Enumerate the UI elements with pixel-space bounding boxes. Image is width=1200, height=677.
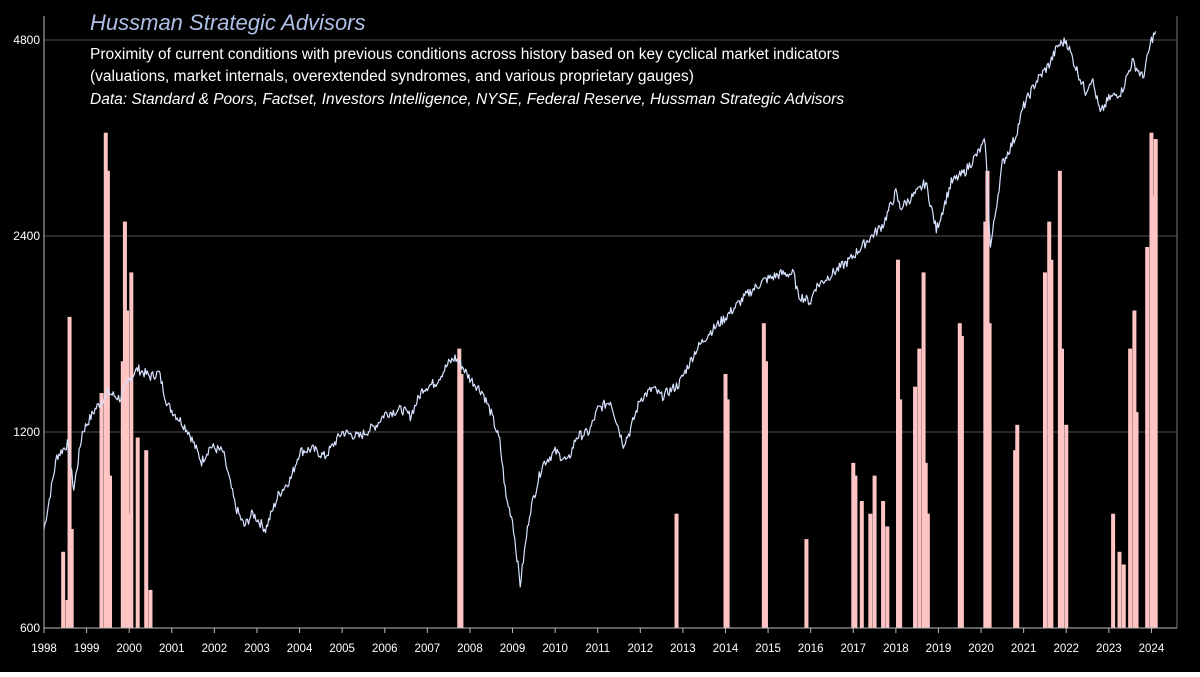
proximity-bar-47	[1049, 260, 1053, 628]
proximity-bar-4	[100, 393, 104, 628]
proximity-bar-22	[764, 361, 768, 628]
proximity-bar-37	[926, 514, 930, 628]
x-tick-label-2024: 2024	[1139, 643, 1165, 655]
proximity-bar-49	[1060, 349, 1064, 628]
x-tick-label-1999: 1999	[74, 643, 100, 655]
x-tick-label-2017: 2017	[840, 643, 866, 655]
proximity-bar-53	[1122, 565, 1126, 629]
chart-title: Hussman Strategic Advisors	[90, 10, 366, 35]
proximity-bar-50	[1064, 425, 1068, 628]
proximity-bar-39	[960, 336, 964, 628]
x-tick-label-2006: 2006	[372, 643, 398, 655]
proximity-bar-27	[868, 514, 872, 628]
x-tick-label-2008: 2008	[457, 643, 483, 655]
proximity-bar-54	[1128, 349, 1132, 628]
proximity-bar-33	[913, 387, 917, 628]
x-tick-label-2012: 2012	[628, 643, 654, 655]
chart-subtitle-line-2: (valuations, market internals, overexten…	[90, 68, 694, 85]
x-tick-label-2000: 2000	[116, 643, 142, 655]
x-tick-label-2016: 2016	[798, 643, 824, 655]
proximity-bar-42	[988, 323, 992, 628]
y-tick-label-4800: 4800	[13, 33, 40, 47]
proximity-bar-28	[873, 476, 877, 628]
proximity-bar-14	[144, 450, 148, 628]
proximity-bar-12	[129, 272, 133, 628]
proximity-bar-51	[1111, 514, 1115, 628]
proximity-bar-32	[898, 399, 902, 628]
x-tick-label-2014: 2014	[713, 643, 739, 655]
x-tick-label-2007: 2007	[415, 643, 441, 655]
proximity-bar-7	[108, 476, 112, 628]
chart-subtitle-line-1: Proximity of current conditions with pre…	[90, 46, 840, 63]
proximity-bar-26	[860, 501, 864, 628]
x-tick-label-2020: 2020	[968, 643, 994, 655]
x-tick-label-2002: 2002	[202, 643, 228, 655]
proximity-bar-44	[1015, 425, 1019, 628]
x-tick-label-2013: 2013	[670, 643, 696, 655]
x-tick-label-2009: 2009	[500, 643, 526, 655]
proximity-bar-29	[881, 501, 885, 628]
chart-source: Data: Standard & Poors, Factset, Investo…	[90, 91, 844, 108]
proximity-bar-56	[1135, 412, 1139, 628]
proximity-bar-45	[1043, 272, 1047, 628]
x-tick-label-2022: 2022	[1053, 643, 1079, 655]
x-tick-label-2019: 2019	[926, 643, 952, 655]
proximity-bar-25	[853, 476, 857, 628]
proximity-bar-23	[804, 539, 808, 628]
proximity-bar-60	[1154, 139, 1158, 628]
y-tick-label-600: 600	[20, 621, 40, 635]
proximity-bar-20	[726, 399, 730, 628]
proximity-bar-3	[70, 529, 74, 628]
x-tick-label-2004: 2004	[287, 643, 313, 655]
x-tick-label-2005: 2005	[329, 643, 355, 655]
proximity-bar-13	[136, 438, 140, 629]
proximity-bar-15	[148, 590, 152, 628]
x-tick-label-1998: 1998	[31, 643, 57, 655]
y-tick-label-1200: 1200	[13, 425, 40, 439]
proximity-bar-34	[917, 349, 921, 628]
proximity-bar-0	[61, 552, 65, 628]
x-tick-label-2015: 2015	[755, 643, 781, 655]
x-tick-label-2001: 2001	[159, 643, 185, 655]
x-tick-label-2010: 2010	[542, 643, 568, 655]
x-tick-label-2021: 2021	[1011, 643, 1037, 655]
x-tick-label-2018: 2018	[883, 643, 909, 655]
proximity-bar-57	[1145, 247, 1149, 628]
proximity-bar-52	[1117, 552, 1121, 628]
proximity-bar-17	[459, 374, 463, 628]
x-tick-label-2023: 2023	[1096, 643, 1122, 655]
y-tick-label-2400: 2400	[13, 229, 40, 243]
x-tick-label-2003: 2003	[244, 643, 270, 655]
x-tick-label-2011: 2011	[585, 643, 610, 655]
proximity-bar-30	[885, 526, 889, 628]
proximity-bar-18	[675, 514, 679, 628]
